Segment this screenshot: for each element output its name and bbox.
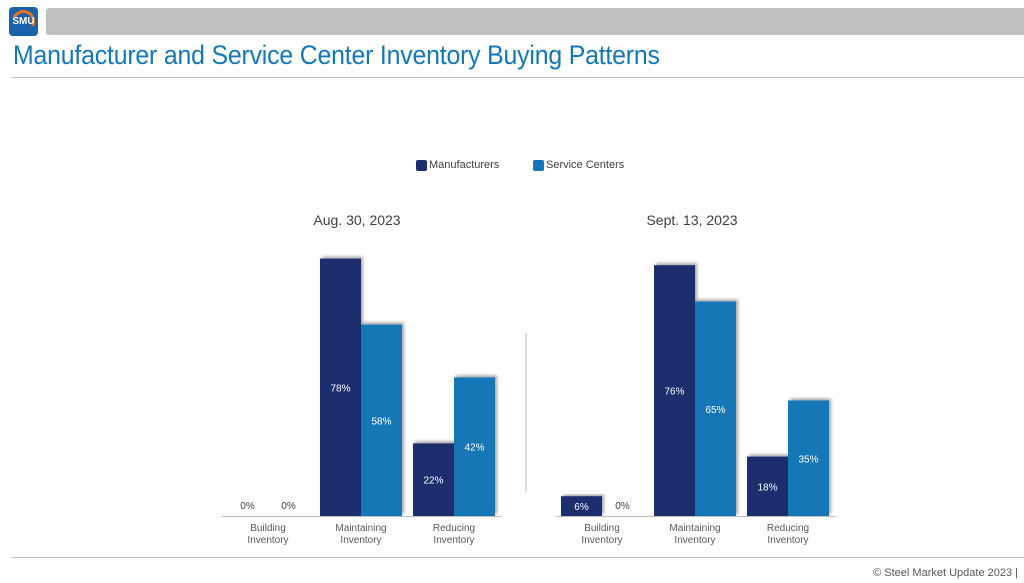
legend-label-manufacturers: Manufacturers [429, 159, 500, 171]
x-tick-label-1-2-2: Inventory [340, 535, 381, 546]
x-tick-label-2-1-2: Inventory [581, 535, 622, 546]
x-tick-label-1-3-2: Inventory [433, 535, 474, 546]
smu-logo: SMU [9, 7, 38, 36]
bar-2-service-centers-3 [788, 400, 829, 516]
page-title: Manufacturer and Service Center Inventor… [13, 40, 660, 70]
bar-1-service-centers-2 [361, 324, 402, 516]
chart-title-1: Aug. 30, 2023 [313, 212, 400, 228]
title-divider [12, 77, 1024, 78]
copyright-text: © Steel Market Update 2023 | [873, 567, 1018, 579]
footer-divider [12, 557, 1024, 558]
header-bar [46, 8, 1024, 35]
chart-legend: Manufacturers Service Centers [0, 159, 1024, 175]
x-tick-label-2-3-1: Reducing [767, 523, 809, 534]
legend-item-manufacturers: Manufacturers [416, 159, 499, 171]
x-tick-label-2-3-2: Inventory [767, 535, 808, 546]
data-label-2-2-1: 0% [615, 501, 630, 512]
data-label-1-1-1: 0% [240, 501, 255, 512]
bar-2-service-centers-2 [695, 301, 736, 516]
x-tick-label-1-1-1: Building [250, 523, 286, 534]
bar-1-manufacturers-2 [320, 258, 361, 516]
data-label-1-2-1: 0% [281, 501, 296, 512]
bar-1-manufacturers-3 [413, 443, 454, 516]
x-tick-label-1-3-1: Reducing [433, 523, 475, 534]
data-label-2-1-2: 76% [664, 387, 684, 398]
data-label-2-2-3: 35% [798, 454, 818, 465]
data-label-1-2-2: 58% [371, 416, 391, 427]
legend-swatch-service-centers [533, 159, 544, 171]
data-label-1-1-2: 78% [330, 383, 350, 394]
data-label-2-1-1: 6% [574, 502, 589, 513]
legend-label-service-centers: Service Centers [546, 159, 625, 171]
logo-text: SMU [12, 16, 35, 27]
bar-2-manufacturers-2 [654, 265, 695, 516]
legend-swatch-manufacturers [416, 159, 427, 171]
data-label-2-2-2: 65% [705, 405, 725, 416]
bar-2-manufacturers-1 [561, 496, 602, 516]
chart-title-2: Sept. 13, 2023 [646, 212, 737, 228]
bar-1-service-centers-3 [454, 377, 495, 516]
data-label-1-1-3: 22% [423, 476, 443, 487]
bar-2-manufacturers-3 [747, 456, 788, 516]
x-tick-label-2-2-1: Maintaining [669, 523, 720, 534]
x-tick-label-2-1-1: Building [584, 523, 620, 534]
x-tick-label-2-2-2: Inventory [674, 535, 715, 546]
data-label-2-1-3: 18% [757, 482, 777, 493]
x-tick-label-1-2-1: Maintaining [335, 523, 386, 534]
legend-item-service-centers: Service Centers [533, 159, 624, 171]
x-tick-label-1-1-2: Inventory [247, 535, 288, 546]
data-label-1-2-3: 42% [464, 443, 484, 454]
